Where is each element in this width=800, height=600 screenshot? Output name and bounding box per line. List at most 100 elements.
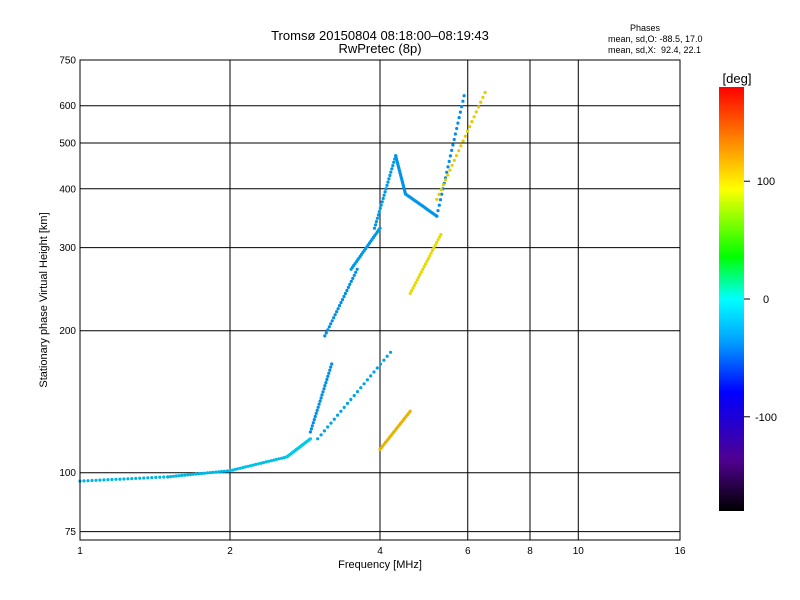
scatter-point	[414, 281, 418, 285]
scatter-point	[317, 402, 321, 406]
scatter-point	[243, 465, 248, 469]
y-tick-label: 750	[59, 56, 76, 67]
scatter-point	[342, 294, 346, 299]
scatter-point	[408, 409, 412, 413]
scatter-point	[378, 206, 382, 210]
scatter-point	[174, 474, 178, 478]
scatter-point	[349, 279, 353, 283]
scatter-point	[439, 232, 443, 237]
scatter-point	[202, 471, 207, 475]
y-tick-label: 600	[59, 101, 76, 112]
scatter-point	[316, 405, 320, 409]
scatter-point	[318, 399, 322, 403]
scatter-point	[373, 223, 378, 227]
scatter-point	[114, 477, 118, 481]
scatter-point	[337, 304, 342, 308]
scatter-point	[329, 365, 333, 369]
scatter-point	[372, 370, 376, 374]
y-tick-label: 100	[59, 468, 76, 479]
scatter-point	[436, 209, 440, 213]
scatter-point	[461, 139, 465, 143]
scatter-point	[191, 472, 195, 476]
scatter-point	[446, 165, 450, 169]
scatter-point	[424, 262, 428, 266]
scatter-point	[440, 192, 444, 196]
scatter-point	[461, 99, 465, 103]
scatter-point	[438, 198, 443, 202]
scatter-point	[197, 472, 201, 476]
scatter-point	[460, 105, 464, 109]
scatter-point	[457, 149, 461, 153]
scatter-point	[352, 273, 356, 277]
scatter-point	[208, 471, 212, 475]
scatter-point	[322, 429, 326, 433]
scatter-point	[342, 405, 346, 409]
scatter-point	[378, 226, 382, 230]
scatter-point	[322, 387, 326, 391]
y-tick-labels: 75 100 200 300 400 500 600 750	[59, 56, 76, 539]
scatter-point	[312, 418, 316, 422]
scatter-point	[82, 479, 86, 483]
scatter-point	[446, 173, 450, 177]
scatter-point	[102, 478, 106, 482]
scatter-point	[256, 462, 260, 466]
scatter-point	[447, 159, 451, 163]
scatter-point	[217, 470, 221, 474]
scatter-point	[332, 417, 336, 421]
scatter-point	[345, 288, 349, 293]
colorbar-tick-label: 0	[763, 294, 769, 306]
scatter-point	[345, 401, 350, 405]
scatter-point	[383, 190, 387, 194]
scatter-point	[267, 459, 271, 463]
scatter-point	[411, 286, 415, 290]
grid-lines	[80, 60, 680, 540]
scatter-point	[436, 238, 440, 242]
scatter-point	[392, 160, 396, 164]
scatter-point	[385, 183, 389, 187]
scatter-point	[330, 362, 334, 366]
colorbar-label: [deg]	[723, 71, 752, 86]
scatter-point	[236, 467, 240, 471]
scatter-point	[98, 478, 102, 482]
scatter-point	[311, 421, 315, 425]
scatter-point	[448, 168, 452, 172]
scatter-point	[408, 291, 412, 295]
scatter-point	[428, 254, 432, 258]
scatter-point	[228, 469, 232, 473]
scatter-point	[377, 210, 381, 214]
scatter-point	[277, 457, 281, 461]
scatter-point	[465, 129, 470, 133]
scatter-point	[362, 382, 366, 386]
x-axis-label: Frequency [MHz]	[338, 559, 422, 571]
scatter-point	[162, 475, 166, 479]
scatter-point	[429, 251, 433, 255]
scatter-point	[308, 430, 312, 434]
scatter-point	[425, 259, 429, 263]
scatter-point	[326, 425, 330, 429]
scatter-point	[219, 469, 224, 474]
scatter-point	[259, 461, 263, 465]
scatter-point	[280, 456, 284, 460]
scatter-point	[388, 173, 392, 178]
scatter-point	[90, 478, 94, 483]
scatter-point	[470, 120, 474, 124]
x-tick-labels: 1 2 4 6 8 10 16	[77, 546, 686, 557]
scatter-point	[158, 475, 162, 479]
scatter-point	[455, 126, 459, 131]
scatter-point	[453, 132, 457, 136]
x-tick-label: 1	[77, 546, 83, 557]
scatter-point	[309, 427, 313, 431]
scatter-point	[249, 464, 253, 468]
scatter-point	[150, 476, 154, 480]
y-tick-label: 300	[59, 243, 76, 254]
scatter-point	[439, 188, 443, 192]
scatter-point	[315, 408, 319, 412]
scatter-point	[200, 471, 204, 476]
scatter-point	[316, 437, 320, 441]
scatter-point	[171, 474, 175, 478]
scatter-point	[376, 213, 380, 217]
scatter-point	[369, 374, 373, 378]
scatter-point	[323, 384, 327, 388]
stats-o-line: mean, sd,O: -88.5, 17.0	[608, 34, 703, 44]
